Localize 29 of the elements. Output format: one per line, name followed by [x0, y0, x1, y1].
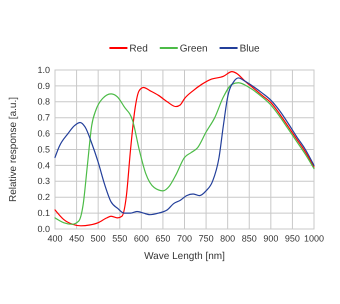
x-axis-title: Wave Length [nm]	[144, 251, 226, 262]
legend-label: Red	[129, 44, 148, 54]
y-tick-label: 0.2	[37, 192, 50, 202]
y-tick-label: 0.5	[37, 144, 50, 154]
x-tick-label: 400	[47, 233, 63, 244]
x-tick-label: 700	[176, 233, 192, 244]
y-tick-label: 0.6	[37, 128, 50, 138]
x-tick-label: 650	[155, 233, 170, 244]
legend-label: Green	[180, 44, 208, 54]
x-tick-label: 950	[284, 233, 300, 244]
x-tick-label: 600	[134, 233, 149, 244]
x-tick-label: 800	[220, 233, 236, 244]
y-tick-label: 0.8	[37, 96, 50, 107]
x-tick-label: 900	[263, 233, 278, 244]
y-tick-label: 0.3	[37, 176, 50, 186]
y-tick-label: 0.4	[37, 160, 50, 170]
y-tick-label: 0.1	[37, 208, 50, 218]
legend-label: Blue	[240, 44, 260, 54]
x-tick-label: 750	[198, 233, 214, 244]
x-tick-label: 850	[242, 233, 257, 244]
y-tick-label: 0.0	[37, 224, 50, 234]
y-axis-title: Relative response [a.u.]	[8, 96, 19, 202]
y-tick-label: 0.9	[37, 80, 50, 91]
y-tick-label: 0.7	[37, 112, 50, 123]
x-tick-label: 500	[90, 233, 106, 244]
x-tick-label: 1000	[304, 233, 324, 244]
x-tick-label: 550	[112, 233, 128, 244]
x-tick-label: 450	[69, 233, 84, 244]
y-tick-label: 1.0	[37, 64, 50, 75]
